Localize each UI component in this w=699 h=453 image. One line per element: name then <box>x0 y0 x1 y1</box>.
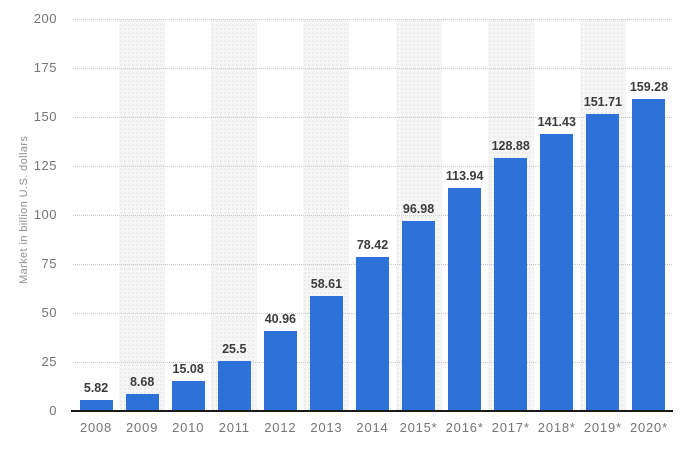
bar-value-label: 159.28 <box>629 79 669 94</box>
bar-value-label: 96.98 <box>402 201 435 216</box>
x-tick-label: 2013 <box>310 420 343 435</box>
x-tick-label: 2008 <box>79 420 113 435</box>
bar[interactable] <box>402 220 436 411</box>
y-tick-label: 50 <box>41 305 57 320</box>
x-tick-label: 2015* <box>399 420 438 435</box>
gridline <box>73 166 672 167</box>
bar-value-label: 8.68 <box>129 374 155 389</box>
bar-value-label: 5.82 <box>83 380 109 395</box>
y-tick-label: 0 <box>49 403 57 418</box>
y-tick-label: 200 <box>33 11 57 26</box>
bar[interactable] <box>79 399 113 411</box>
x-tick-label: 2020* <box>629 420 668 435</box>
bar-value-label: 128.88 <box>491 139 530 154</box>
x-tick-label: 2010 <box>172 420 205 435</box>
bar-value-label: 78.42 <box>356 238 389 253</box>
gridline <box>73 117 672 118</box>
x-tick-label: 2011 <box>218 420 250 435</box>
x-tick-label: 2012 <box>264 420 297 435</box>
x-tick-label: 2016* <box>445 420 484 435</box>
bar[interactable] <box>263 330 297 411</box>
y-tick-label: 100 <box>33 207 57 222</box>
bar[interactable] <box>125 394 159 411</box>
bar[interactable] <box>309 296 343 411</box>
bar-value-label: 15.08 <box>172 362 204 377</box>
y-tick-label: 25 <box>41 354 57 369</box>
gridline <box>73 19 672 20</box>
x-tick-label: 2018* <box>537 420 576 435</box>
bar[interactable] <box>356 257 389 411</box>
bar-value-label: 141.43 <box>537 114 576 129</box>
bar[interactable] <box>171 381 205 411</box>
y-tick-label: 150 <box>33 109 57 124</box>
bar[interactable] <box>540 133 574 411</box>
bar[interactable] <box>494 158 528 411</box>
y-tick-label: 75 <box>41 256 57 271</box>
bar-value-label: 151.71 <box>583 94 622 109</box>
y-tick-label: 175 <box>33 60 57 75</box>
bar-value-label: 113.94 <box>445 168 484 183</box>
gridline <box>73 215 672 216</box>
bar[interactable] <box>586 113 620 411</box>
bar-value-label: 25.5 <box>222 342 247 357</box>
bar[interactable] <box>217 361 251 411</box>
gridline <box>73 68 672 69</box>
bar-value-label: 40.96 <box>264 311 296 326</box>
bar-value-label: 58.61 <box>310 277 343 292</box>
x-axis-line <box>71 410 673 412</box>
x-tick-label: 2009 <box>126 420 159 435</box>
bar[interactable] <box>632 98 666 411</box>
x-tick-label: 2014 <box>356 420 389 435</box>
x-tick-label: 2019* <box>583 420 622 435</box>
x-tick-label: 2017* <box>491 420 530 435</box>
plot-area: 5.82 8.68 15.08 25.5 40.96 58.61 78.42 96.98 113… <box>73 19 672 411</box>
bar[interactable] <box>448 187 482 411</box>
y-tick-label: 125 <box>33 158 57 173</box>
